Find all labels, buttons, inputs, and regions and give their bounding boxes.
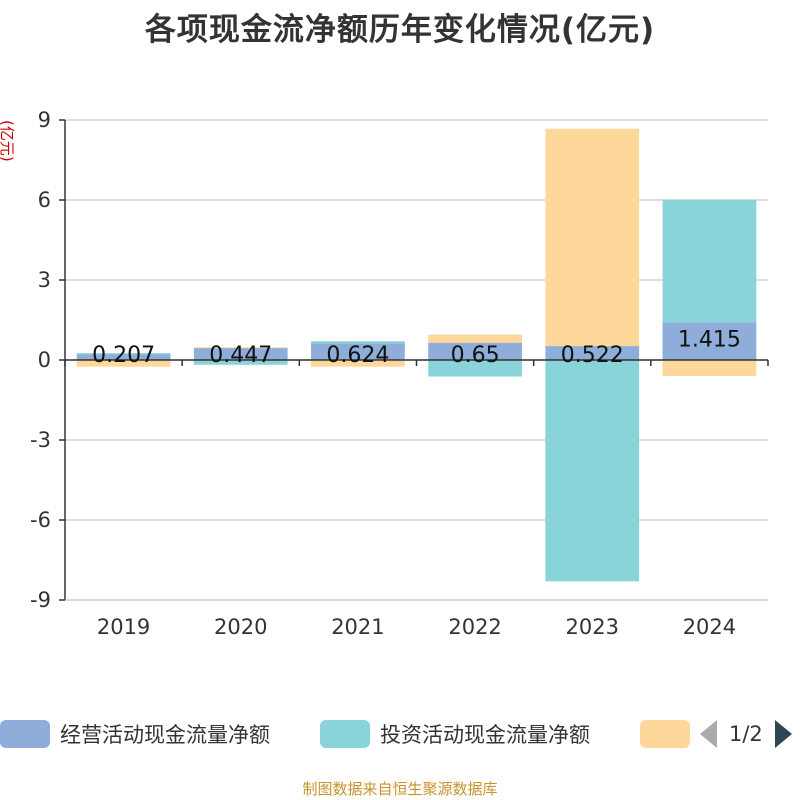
legend-label: 投资活动现金流量净额 bbox=[380, 723, 590, 747]
bar-series-0-2019 bbox=[76, 354, 171, 360]
data-label-2022: 0.65 bbox=[451, 343, 500, 368]
triangle-right-icon[interactable] bbox=[774, 720, 792, 748]
x-tick-label: 2024 bbox=[683, 615, 736, 639]
y-tick-label: 0 bbox=[38, 348, 51, 372]
legend-item-1[interactable]: 投资活动现金流量净额 bbox=[320, 712, 590, 756]
bar-series-1-2023 bbox=[545, 360, 640, 582]
legend-swatch bbox=[640, 720, 690, 748]
triangle-left-icon[interactable] bbox=[700, 720, 717, 748]
data-label-2019: 0.207 bbox=[92, 343, 155, 368]
bar-series-2-2019 bbox=[76, 360, 171, 367]
data-label-2020: 0.447 bbox=[209, 343, 272, 368]
chart-title: 各项现金流净额历年变化情况(亿元) bbox=[144, 12, 656, 48]
bar-series-0-2022 bbox=[428, 342, 522, 360]
bar-series-0-2021 bbox=[311, 343, 405, 360]
x-tick-label: 2019 bbox=[97, 615, 150, 639]
y-tick-label: -6 bbox=[30, 508, 51, 532]
bar-series-1-2021 bbox=[311, 341, 405, 344]
bar-series-2-2020 bbox=[193, 347, 288, 349]
legend[interactable]: 经营活动现金流量净额 投资活动现金流量净额 bbox=[0, 712, 800, 756]
y-tick-label: -3 bbox=[30, 428, 51, 452]
legend-label: 经营活动现金流量净额 bbox=[60, 723, 270, 747]
x-tick-label: 2021 bbox=[331, 615, 384, 639]
bar-series-2-2021 bbox=[311, 360, 405, 367]
y-tick-label: 3 bbox=[38, 268, 51, 292]
legend-page-indicator: 1/2 bbox=[729, 722, 763, 746]
cashflow-bar-chart: 9 6 3 0 -3 -6 -9 2019 2020 2021 2022 2023 2024 0.207… bbox=[0, 108, 769, 639]
bar-series-0-2023 bbox=[545, 346, 640, 360]
data-label-2021: 0.624 bbox=[326, 343, 389, 368]
y-tick-label: 9 bbox=[38, 108, 51, 132]
bar-series-2-2024 bbox=[662, 360, 757, 376]
legend-swatch bbox=[0, 720, 50, 748]
data-label-2023: 0.522 bbox=[561, 343, 624, 368]
data-label-2024: 1.415 bbox=[678, 327, 741, 352]
bar-marks bbox=[76, 128, 757, 582]
data-labels: 0.207 0.447 0.624 0.65 0.522 1.415 bbox=[92, 327, 741, 368]
bar-series-0-2020 bbox=[193, 348, 288, 360]
source-note: 制图数据来自恒生聚源数据库 bbox=[302, 780, 498, 798]
bar-series-1-2019 bbox=[76, 353, 171, 355]
bar-series-2-2022 bbox=[428, 334, 522, 343]
legend-swatch bbox=[320, 720, 370, 748]
legend-item-2[interactable] bbox=[640, 712, 700, 756]
bar-series-0-2024 bbox=[662, 322, 757, 360]
bar-series-1-2020 bbox=[193, 360, 288, 365]
legend-item-0[interactable]: 经营活动现金流量净额 bbox=[0, 712, 270, 756]
bar-series-1-2022 bbox=[428, 360, 522, 377]
x-tick-label: 2023 bbox=[566, 615, 619, 639]
x-tick-label: 2022 bbox=[448, 615, 501, 639]
bar-series-2-2023 bbox=[545, 128, 640, 347]
y-tick-label: 6 bbox=[38, 188, 51, 212]
x-tick-label: 2020 bbox=[214, 615, 267, 639]
bar-series-1-2024 bbox=[662, 199, 757, 323]
legend-pager: 1/2 bbox=[700, 712, 792, 756]
y-axis-label: (亿元) bbox=[0, 120, 16, 162]
axes: 9 6 3 0 -3 -6 -9 2019 2020 2021 2022 2023 2024 bbox=[30, 108, 769, 639]
y-tick-label: -9 bbox=[30, 588, 51, 612]
